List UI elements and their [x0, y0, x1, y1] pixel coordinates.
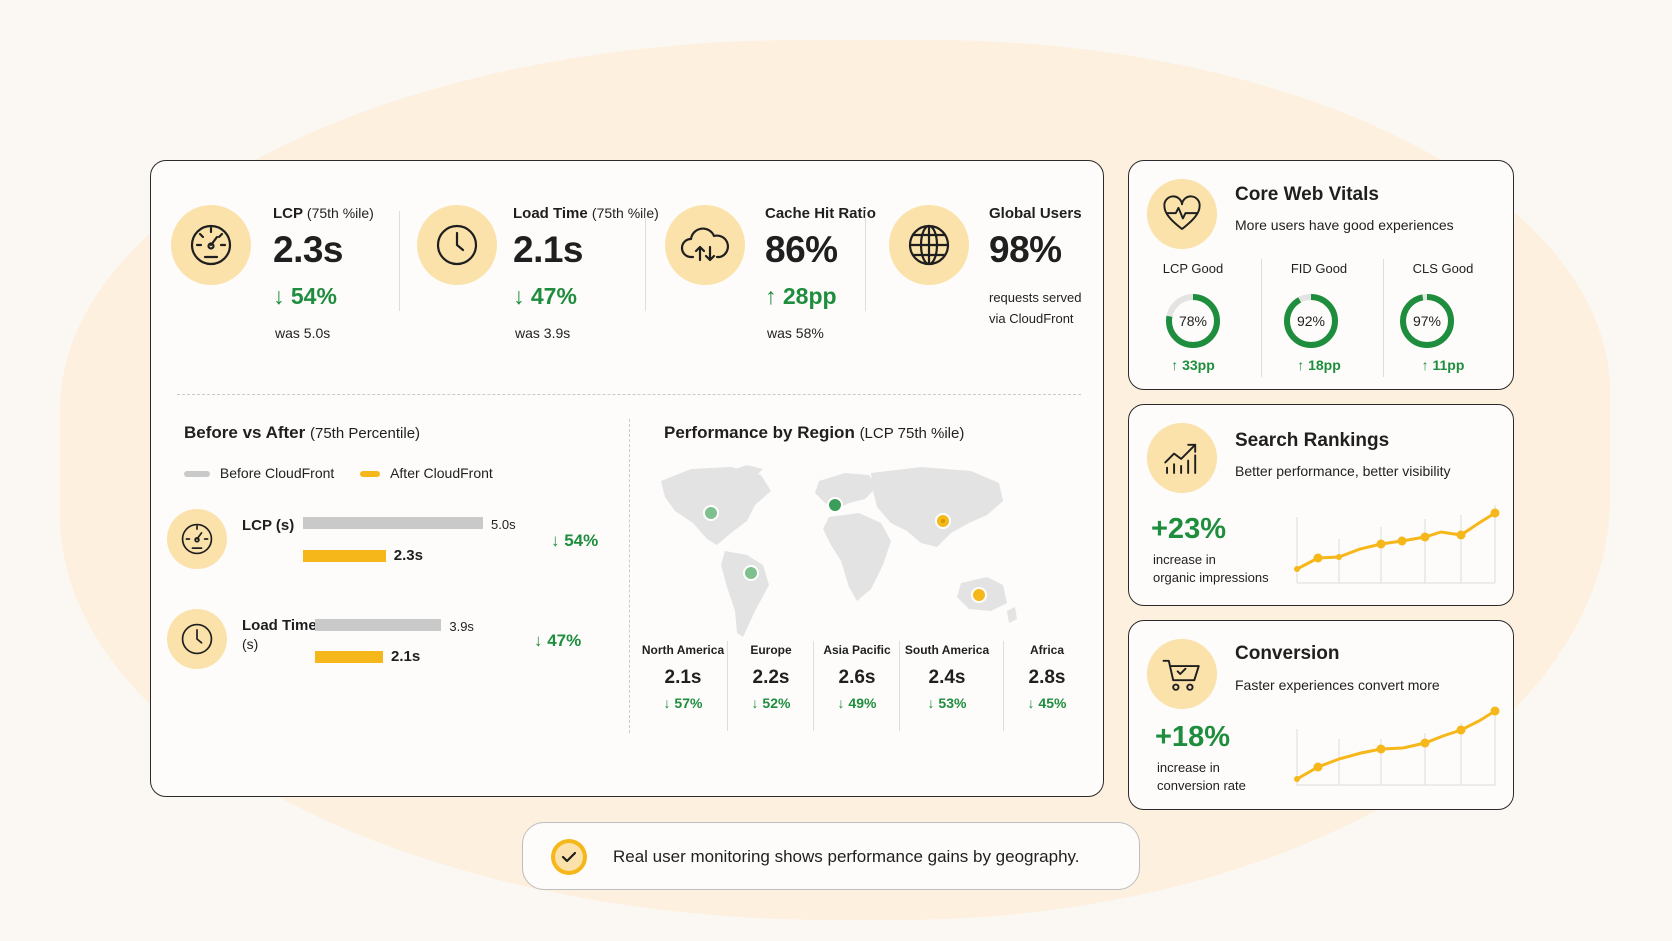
bar-load-time-before-label: 3.9s [449, 619, 474, 634]
region-europe: Europe 2.2s ↓ 52% [750, 643, 792, 711]
trending-up-chart-icon [1147, 423, 1217, 493]
before-after-legend: Before CloudFront After CloudFront [184, 465, 493, 481]
kpi-lcp-delta: ↓ 54% [273, 283, 337, 309]
kpi-cache-value: 86% [765, 229, 838, 270]
gauge-value: 97% [1413, 313, 1441, 329]
heart-pulse-icon [1147, 179, 1217, 249]
region-divider [899, 641, 900, 731]
conversion-stat: +18% [1155, 721, 1230, 753]
region-south-america: South America 2.4s ↓ 53% [904, 643, 990, 711]
core-web-vitals-subtitle: More users have good experiences [1235, 217, 1454, 233]
footer-text: Real user monitoring shows performance g… [613, 847, 1080, 866]
bar-lcp-before [303, 517, 483, 529]
kpi-load-time-title: Load Time (75th %ile) [513, 205, 659, 222]
vital-divider [1383, 259, 1384, 377]
regions-title: Performance by Region (LCP 75th %ile) [664, 423, 965, 442]
region-divider [1003, 641, 1004, 731]
world-map [661, 465, 1017, 637]
row-lcp-delta: ↓ 54% [551, 531, 599, 550]
legend-before-label: Before CloudFront [219, 465, 335, 481]
vital-delta-cls: ↑ 11pp [1421, 357, 1465, 373]
clock-icon [167, 609, 227, 669]
bar-lcp-after [303, 550, 386, 562]
gauge-fill [1400, 294, 1454, 348]
region-north-america: North America 2.1s ↓ 57% [641, 643, 725, 711]
region-africa: Africa 2.8s ↓ 45% [1027, 643, 1067, 711]
bar-lcp-before-label: 5.0s [491, 517, 516, 532]
vital-delta-fid: ↑ 18pp [1297, 357, 1341, 373]
vital-gauges: 78% 92% 97% [1166, 294, 1454, 348]
conversion-subtitle: Faster experiences convert more [1235, 677, 1440, 693]
kpi-lcp-title: LCP (75th %ile) [273, 205, 374, 222]
clock-icon [417, 205, 497, 285]
search-rankings-title: Search Rankings [1235, 430, 1390, 451]
conversion-card: Conversion Faster experiences convert mo… [1128, 620, 1514, 810]
before-after-title: Before vs After (75th Percentile) [184, 423, 421, 442]
search-rankings-subtitle: Better performance, better visibility [1235, 463, 1451, 479]
shopping-cart-icon [1147, 639, 1217, 709]
kpi-divider [399, 211, 400, 311]
legend-swatch-after [360, 471, 381, 478]
bar-load-time-before [315, 619, 442, 631]
kpi-cache-title: Cache Hit Ratio [765, 205, 876, 222]
region-divider [813, 641, 814, 731]
cloud-sync-icon [665, 205, 745, 285]
vital-label-lcp: LCP Good [1162, 261, 1224, 276]
kpi-load-time-value: 2.1s [513, 229, 584, 270]
vital-delta-lcp: ↑ 33pp [1171, 357, 1215, 373]
kpi-lcp-value: 2.3s [273, 229, 344, 270]
section-divider [177, 394, 1081, 395]
search-rankings-stat: +23% [1151, 513, 1226, 545]
section-divider-vertical [629, 419, 630, 733]
legend-swatch-before [184, 471, 210, 478]
gauge-value: 78% [1179, 313, 1207, 329]
footer-message: Real user monitoring shows performance g… [522, 822, 1140, 890]
row-load-time-label: Load Time (s) [242, 617, 317, 652]
kpi-divider [645, 211, 646, 311]
vital-divider [1261, 259, 1262, 377]
legend-after-label: After CloudFront [390, 465, 493, 481]
row-load-time-delta: ↓ 47% [534, 631, 582, 650]
core-web-vitals-title: Core Web Vitals [1235, 184, 1379, 205]
search-rankings-note: increase in organic impressions [1153, 552, 1269, 585]
gauge-fill [1284, 294, 1338, 348]
search-rankings-sparkline [1294, 505, 1500, 584]
kpi-cache-note: was 58% [767, 325, 824, 341]
kpi-cache-delta: ↑ 28pp [765, 283, 837, 309]
kpi-global-users-title: Global Users [989, 205, 1082, 222]
kpi-global-users-note: requests served via CloudFront [989, 290, 1082, 326]
region-divider [727, 641, 728, 731]
gauge-fill [1166, 294, 1220, 348]
bar-load-time-after-label: 2.1s [391, 648, 421, 665]
search-rankings-card: Search Rankings Better performance, bett… [1128, 404, 1514, 606]
conversion-title: Conversion [1235, 643, 1340, 664]
kpi-lcp-note: was 5.0s [275, 325, 331, 341]
speedometer-icon [167, 509, 227, 569]
main-dashboard-card: LCP (75th %ile) 2.3s ↓ 54% was 5.0s Load… [150, 160, 1104, 797]
region-asia-pacific: Asia Pacific 2.6s ↓ 49% [823, 643, 891, 711]
globe-icon [889, 205, 969, 285]
kpi-global-users-value: 98% [989, 229, 1062, 270]
kpi-load-time-note: was 3.9s [515, 325, 571, 341]
kpi-load-time-delta: ↓ 47% [513, 283, 577, 309]
conversion-note: increase in conversion rate [1157, 760, 1246, 793]
check-circle-icon [551, 839, 587, 875]
vital-label-fid: FID Good [1290, 261, 1348, 276]
speedometer-icon [171, 205, 251, 285]
vital-label-cls: CLS Good [1412, 261, 1474, 276]
core-web-vitals-card: Core Web Vitals More users have good exp… [1128, 160, 1514, 390]
conversion-sparkline [1294, 706, 1500, 786]
kpi-divider [865, 211, 866, 311]
gauge-value: 92% [1297, 313, 1325, 329]
bar-load-time-after [315, 651, 384, 663]
bar-lcp-after-label: 2.3s [393, 547, 423, 564]
row-lcp-label: LCP (s) [242, 517, 295, 534]
